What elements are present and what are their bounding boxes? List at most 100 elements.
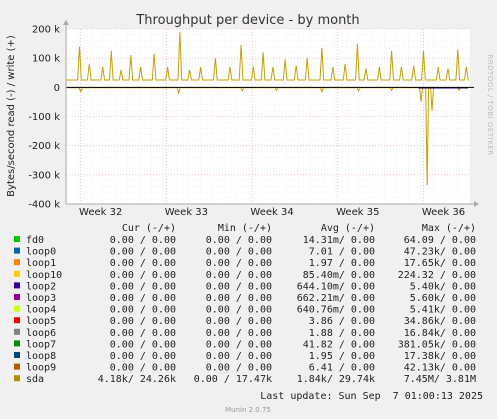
legend-max-loop10: 224.32 / 0.00 xyxy=(398,270,476,281)
legend-min-loop6: 0.00 / 0.00 xyxy=(206,328,272,339)
legend-avg-fd0: 14.31m/ 0.00 xyxy=(303,235,375,246)
legend-swatch-loop4 xyxy=(14,305,20,312)
x-tick-label: Week 35 xyxy=(336,207,379,218)
legend-min-loop1: 0.00 / 0.00 xyxy=(206,258,272,269)
legend-swatch-sda xyxy=(14,375,20,382)
legend-avg-loop5: 3.86 / 0.00 xyxy=(309,316,375,327)
legend-cur-loop8: 0.00 / 0.00 xyxy=(110,351,176,362)
footer-version: Munin 2.0.75 xyxy=(225,406,271,414)
legend-name-loop5: loop5 xyxy=(26,316,56,327)
y-tick-label: -300 k xyxy=(28,170,60,181)
legend-cur-loop2: 0.00 / 0.00 xyxy=(110,281,176,292)
legend-max-loop4: 5.41k/ 0.00 xyxy=(410,305,476,316)
legend-swatch-loop6 xyxy=(14,328,20,335)
legend-max-loop3: 5.60k/ 0.00 xyxy=(410,293,476,304)
legend-name-loop3: loop3 xyxy=(26,293,56,304)
x-axis-arrow xyxy=(474,201,479,207)
x-tick-labels: Week 32 Week 33 Week 34 Week 35 Week 36 xyxy=(79,207,465,218)
legend-name-loop6: loop6 xyxy=(26,328,56,339)
legend-name-loop8: loop8 xyxy=(26,351,56,362)
chart-title: Throughput per device - by month xyxy=(135,13,359,28)
legend-avg-loop3: 662.21m/ 0.00 xyxy=(297,293,375,304)
legend-min-loop0: 0.00 / 0.00 xyxy=(206,247,272,258)
legend-header-avg: Avg (-/+) xyxy=(321,223,375,234)
legend-name-loop9: loop9 xyxy=(26,363,56,374)
last-update: Last update: Sun Sep 7 01:00:13 2025 xyxy=(260,391,483,402)
legend-name-loop0: loop0 xyxy=(26,247,56,258)
legend-cur-loop3: 0.00 / 0.00 xyxy=(110,293,176,304)
legend-avg-loop0: 7.01 / 0.00 xyxy=(309,247,375,258)
legend-max-sda: 7.45M/ 3.81M xyxy=(404,374,476,385)
y-axis-arrow xyxy=(63,20,69,25)
y-tick-label: 200 k xyxy=(32,25,60,36)
legend-swatch-fd0 xyxy=(14,236,20,242)
legend-cur-loop0: 0.00 / 0.00 xyxy=(110,247,176,258)
legend-swatch-loop8 xyxy=(14,352,20,358)
legend-swatch-loop3 xyxy=(14,294,20,300)
legend-avg-loop10: 85.40m/ 0.00 xyxy=(303,270,375,281)
y-axis-label: Bytes/second read (-) / write (+) xyxy=(6,35,17,197)
legend-max-loop6: 16.84k/ 0.00 xyxy=(404,328,476,339)
legend-min-loop10: 0.00 / 0.00 xyxy=(206,270,272,281)
legend-max-loop7: 381.05k/ 0.00 xyxy=(398,339,476,350)
x-tick-label: Week 36 xyxy=(422,207,465,218)
legend-max-loop1: 17.65k/ 0.00 xyxy=(404,258,476,269)
legend-cur-sda: 4.18k/ 24.26k xyxy=(98,374,176,385)
series-line-sda-read xyxy=(66,87,469,186)
legend-max-loop0: 47.23k/ 0.00 xyxy=(404,247,476,258)
x-tick-label: Week 32 xyxy=(79,207,122,218)
legend-cur-loop10: 0.00 / 0.00 xyxy=(110,270,176,281)
side-label: RRDTOOL / TOBI OETIKER xyxy=(486,54,494,155)
series-group xyxy=(66,31,469,186)
y-tick-label: 100 k xyxy=(32,54,60,65)
legend: Cur (-/+) Min (-/+) Avg (-/+) Max (-/+) fd0 0… xyxy=(14,223,476,385)
legend-avg-loop8: 1.95 / 0.00 xyxy=(309,351,375,362)
legend-max-loop5: 34.86k/ 0.00 xyxy=(404,316,476,327)
legend-min-loop7: 0.00 / 0.00 xyxy=(206,339,272,350)
legend-avg-loop4: 640.76m/ 0.00 xyxy=(297,305,375,316)
y-tick-label: -100 k xyxy=(28,112,60,123)
legend-max-loop8: 17.38k/ 0.00 xyxy=(404,351,476,362)
legend-name-fd0: fd0 xyxy=(26,235,44,246)
y-tick-labels: 200 k 100 k 0 -100 k -200 k -300 k -400 k xyxy=(28,25,60,211)
legend-swatch-loop7 xyxy=(14,340,20,347)
grid xyxy=(65,28,471,205)
legend-max-loop9: 42.13k/ 0.00 xyxy=(404,363,476,374)
y-tick-label: -200 k xyxy=(28,141,60,152)
legend-avg-loop6: 1.88 / 0.00 xyxy=(309,328,375,339)
legend-min-sda: 0.00 / 17.47k xyxy=(194,374,272,385)
legend-name-sda: sda xyxy=(26,374,44,385)
legend-max-loop2: 5.40k/ 0.00 xyxy=(410,281,476,292)
legend-avg-loop9: 6.41 / 0.00 xyxy=(309,363,375,374)
axes xyxy=(63,20,479,207)
legend-swatch-loop1 xyxy=(14,259,20,266)
legend-cur-loop1: 0.00 / 0.00 xyxy=(110,258,176,269)
legend-cur-loop9: 0.00 / 0.00 xyxy=(110,363,176,374)
legend-header-max: Max (-/+) xyxy=(422,223,476,234)
x-tick-label: Week 34 xyxy=(250,207,293,218)
legend-min-loop4: 0.00 / 0.00 xyxy=(206,305,272,316)
legend-min-fd0: 0.00 / 0.00 xyxy=(206,235,272,246)
legend-name-loop2: loop2 xyxy=(26,281,56,292)
legend-avg-loop7: 41.82 / 0.00 xyxy=(303,339,375,350)
legend-avg-loop1: 1.97 / 0.00 xyxy=(309,258,375,269)
legend-cur-loop5: 0.00 / 0.00 xyxy=(110,316,176,327)
legend-cur-loop4: 0.00 / 0.00 xyxy=(110,305,176,316)
legend-cur-loop7: 0.00 / 0.00 xyxy=(110,339,176,350)
legend-header-cur: Cur (-/+) xyxy=(122,223,176,234)
legend-min-loop3: 0.00 / 0.00 xyxy=(206,293,272,304)
legend-name-loop7: loop7 xyxy=(26,339,56,350)
legend-min-loop5: 0.00 / 0.00 xyxy=(206,316,272,327)
legend-avg-sda: 1.84k/ 29.74k xyxy=(297,374,375,385)
legend-max-fd0: 64.09 / 0.00 xyxy=(404,235,476,246)
series-line-sda-write xyxy=(66,31,469,81)
x-tick-label: Week 33 xyxy=(165,207,208,218)
legend-swatch-loop9 xyxy=(14,363,20,370)
legend-min-loop8: 0.00 / 0.00 xyxy=(206,351,272,362)
legend-cur-loop6: 0.00 / 0.00 xyxy=(110,328,176,339)
legend-swatch-loop2 xyxy=(14,282,20,289)
legend-name-loop4: loop4 xyxy=(26,305,56,316)
legend-cur-fd0: 0.00 / 0.00 xyxy=(110,235,176,246)
legend-name-loop1: loop1 xyxy=(26,258,56,269)
